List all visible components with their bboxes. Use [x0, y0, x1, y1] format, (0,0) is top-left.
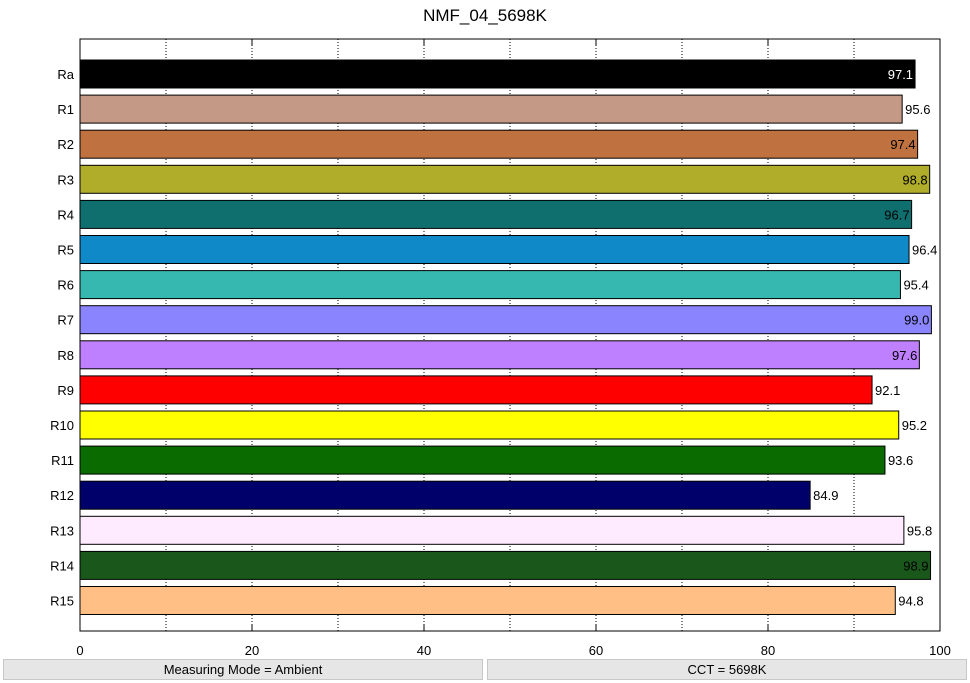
category-label: Ra [57, 67, 74, 82]
category-label: R8 [57, 348, 74, 363]
bar-R4 [79, 199, 913, 229]
bar-R6 [79, 270, 901, 300]
value-label: 95.4 [903, 278, 928, 293]
bar-Ra [79, 59, 916, 89]
category-label: R10 [50, 418, 74, 433]
measuring-mode-status: Measuring Mode = Ambient [3, 659, 483, 680]
category-label: R11 [51, 453, 74, 468]
bar-chart: Ra 97.1 R1 95.6 R2 97.4 R3 98.8 R4 96.7 R5 96.4 R6 95… [50, 38, 951, 658]
chart-title: NMF_04_5698K [423, 6, 547, 25]
value-label: 84.9 [813, 488, 838, 503]
category-label: R9 [57, 383, 74, 398]
value-label: 96.7 [884, 207, 909, 222]
category-label: R15 [50, 594, 74, 609]
bar-R1 [79, 94, 903, 124]
bar-R14 [79, 550, 932, 580]
bar-R8 [79, 340, 920, 370]
category-label: R6 [57, 278, 74, 293]
bar-R15 [79, 586, 896, 615]
value-label: 95.2 [902, 418, 927, 433]
bar-R3 [79, 164, 931, 194]
category-label: R7 [57, 313, 74, 328]
x-tick-label: 60 [589, 643, 603, 658]
category-label: R14 [50, 558, 74, 573]
axis-ticks [79, 39, 941, 631]
value-label: 97.1 [888, 67, 913, 82]
value-label: 93.6 [888, 453, 913, 468]
value-label: 94.8 [898, 594, 923, 609]
category-label: R1 [57, 102, 74, 117]
bars [79, 59, 932, 615]
value-label: 96.4 [912, 243, 937, 258]
bar-R9 [79, 375, 873, 405]
x-tick-label: 100 [929, 643, 951, 658]
bar-R11 [79, 445, 886, 475]
category-label: R3 [57, 172, 74, 187]
plot-frame [79, 38, 941, 632]
x-tick-label: 20 [245, 643, 259, 658]
value-label: 92.1 [875, 383, 900, 398]
value-label: 97.4 [890, 137, 915, 152]
bar-R10 [79, 410, 900, 440]
value-label: 95.6 [905, 102, 930, 117]
bar-R12 [79, 480, 811, 510]
category-label: R5 [57, 243, 74, 258]
labels: Ra 97.1 R1 95.6 R2 97.4 R3 98.8 R4 96.7 R5 96.4 R6 95… [50, 67, 951, 658]
value-label: 98.8 [902, 172, 927, 187]
x-tick-label: 0 [76, 643, 83, 658]
category-label: R13 [50, 523, 74, 538]
value-label: 95.8 [907, 523, 932, 538]
value-label: 98.9 [903, 558, 928, 573]
category-label: R4 [57, 207, 74, 222]
x-tick-label: 80 [761, 643, 775, 658]
bar-R5 [79, 235, 910, 264]
value-label: 97.6 [892, 348, 917, 363]
x-tick-label: 40 [417, 643, 431, 658]
category-label: R12 [50, 488, 74, 503]
bar-R13 [79, 515, 905, 545]
category-label: R2 [57, 137, 74, 152]
value-label: 99.0 [904, 313, 929, 328]
cct-status: CCT = 5698K [487, 659, 967, 680]
bar-R2 [79, 129, 919, 159]
bar-R7 [79, 305, 932, 335]
